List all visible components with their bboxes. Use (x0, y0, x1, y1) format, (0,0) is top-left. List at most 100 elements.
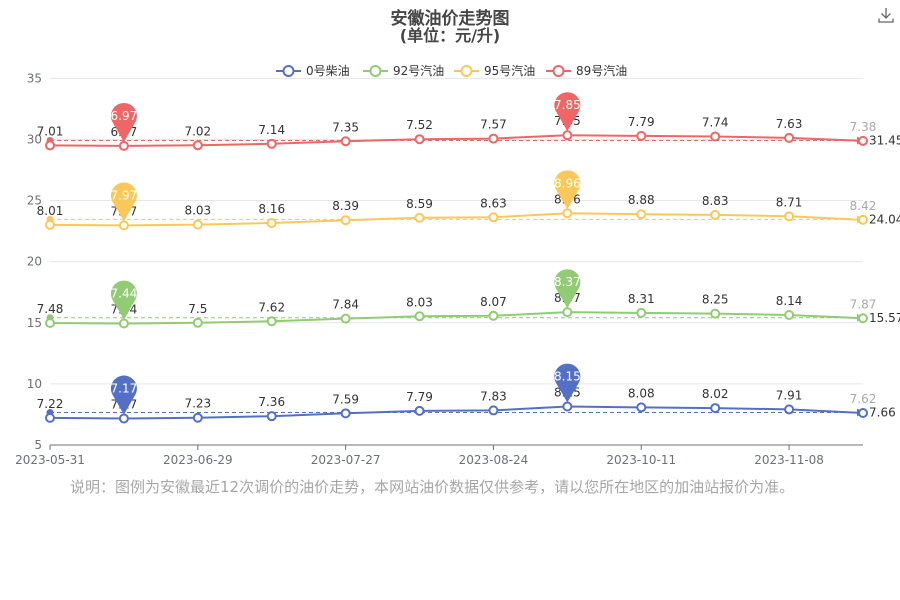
data-point[interactable] (266, 138, 277, 149)
data-label: 8.03 (184, 204, 211, 218)
data-point[interactable] (192, 317, 203, 328)
min-marker-label: 6.97 (111, 109, 138, 123)
data-point[interactable] (488, 310, 499, 321)
data-point[interactable] (266, 316, 277, 327)
data-point[interactable] (636, 209, 647, 220)
data-point[interactable] (858, 313, 868, 324)
legend-item[interactable]: 92号汽油 (363, 63, 444, 78)
data-point[interactable] (414, 134, 425, 145)
data-label: 7.62 (258, 300, 285, 314)
data-point[interactable] (340, 136, 351, 147)
data-label: 8.59 (406, 197, 433, 211)
data-label: 7.5 (188, 302, 207, 316)
data-point[interactable] (192, 219, 203, 230)
legend-symbol (282, 65, 295, 77)
y-tick-label: 5 (34, 438, 42, 452)
data-point[interactable] (118, 413, 129, 424)
max-marker-pin (554, 363, 581, 403)
data-point[interactable] (562, 130, 573, 141)
y-tick-label: 35 (27, 71, 42, 85)
max-marker-pin (554, 170, 581, 210)
legend-item[interactable]: 89号汽油 (546, 63, 627, 78)
legend-item[interactable]: 0号柴油 (276, 64, 350, 78)
series-line (49, 134, 864, 147)
min-marker-pin (110, 375, 137, 415)
data-label: 7.87 (850, 297, 877, 311)
y-tick-label: 10 (27, 377, 42, 391)
data-point[interactable] (45, 219, 55, 230)
download-icon[interactable] (877, 6, 895, 24)
x-tick-label: 2023-06-29 (163, 453, 233, 467)
data-point[interactable] (636, 130, 647, 141)
max-marker-pin (554, 92, 581, 132)
data-point[interactable] (636, 307, 647, 318)
data-point[interactable] (710, 308, 721, 319)
legend-item[interactable]: 95号汽油 (454, 63, 535, 78)
legend[interactable]: 0号柴油 92号汽油 95号汽油 89号汽油 (276, 63, 627, 78)
series-line (49, 405, 864, 420)
data-point[interactable] (562, 401, 573, 412)
x-tick-label: 2023-07-27 (311, 453, 381, 467)
data-point[interactable] (710, 131, 721, 142)
data-point[interactable] (784, 211, 795, 222)
data-point[interactable] (784, 309, 795, 320)
data-point[interactable] (784, 132, 795, 143)
data-point[interactable] (858, 214, 868, 225)
series-line (49, 212, 864, 227)
min-marker-pin (110, 182, 137, 222)
x-tick-label: 2023-11-08 (754, 453, 824, 467)
data-point[interactable] (414, 405, 425, 416)
data-label: 7.91 (776, 388, 803, 402)
x-tick-label: 2023-10-11 (606, 453, 676, 467)
data-label: 8.42 (850, 199, 877, 213)
data-label: 7.84 (332, 298, 359, 312)
data-point[interactable] (192, 140, 203, 151)
data-point[interactable] (488, 212, 499, 223)
min-marker-label: 7.17 (111, 381, 138, 395)
y-tick-label: 20 (27, 255, 42, 269)
data-point[interactable] (784, 404, 795, 415)
max-marker-label: 8.15 (554, 370, 581, 384)
data-point[interactable] (858, 135, 868, 146)
average-label: 24.04 (869, 212, 900, 226)
grid (50, 77, 863, 446)
data-label: 7.62 (850, 392, 877, 406)
data-point[interactable] (636, 402, 647, 413)
data-label: 7.83 (480, 389, 507, 403)
data-point[interactable] (858, 407, 868, 418)
data-point[interactable] (192, 412, 203, 423)
data-point[interactable] (266, 218, 277, 229)
data-point[interactable] (488, 133, 499, 144)
legend-label: 89号汽油 (576, 63, 627, 78)
data-label: 7.63 (776, 117, 803, 131)
min-marker-pin (110, 280, 137, 320)
average-label: 15.57 (869, 311, 900, 325)
data-point[interactable] (562, 307, 573, 318)
data-point[interactable] (710, 403, 721, 414)
data-label: 7.36 (258, 395, 285, 409)
data-label: 7.22 (37, 397, 64, 411)
x-tick-label: 2023-08-24 (459, 453, 529, 467)
min-marker-label: 7.97 (111, 188, 138, 202)
data-point[interactable] (488, 405, 499, 416)
data-point[interactable] (118, 140, 129, 151)
data-point[interactable] (562, 208, 573, 219)
data-point[interactable] (118, 220, 129, 231)
data-point[interactable] (45, 318, 55, 329)
data-point[interactable] (340, 408, 351, 419)
data-point[interactable] (118, 318, 129, 329)
data-label: 7.38 (850, 120, 877, 134)
data-label: 8.14 (776, 294, 803, 308)
data-point[interactable] (340, 313, 351, 324)
data-point[interactable] (45, 412, 55, 423)
data-point[interactable] (45, 140, 55, 151)
data-point[interactable] (414, 311, 425, 322)
data-label: 8.08 (628, 386, 655, 400)
min-marker-pin (110, 102, 137, 142)
data-point[interactable] (340, 215, 351, 226)
footnote: 说明：图例为安徽最近12次调价的油价走势，本网站油价数据仅供参考，请以您所在地区… (70, 478, 795, 496)
data-point[interactable] (266, 411, 277, 422)
data-point[interactable] (710, 209, 721, 220)
data-point[interactable] (414, 212, 425, 223)
